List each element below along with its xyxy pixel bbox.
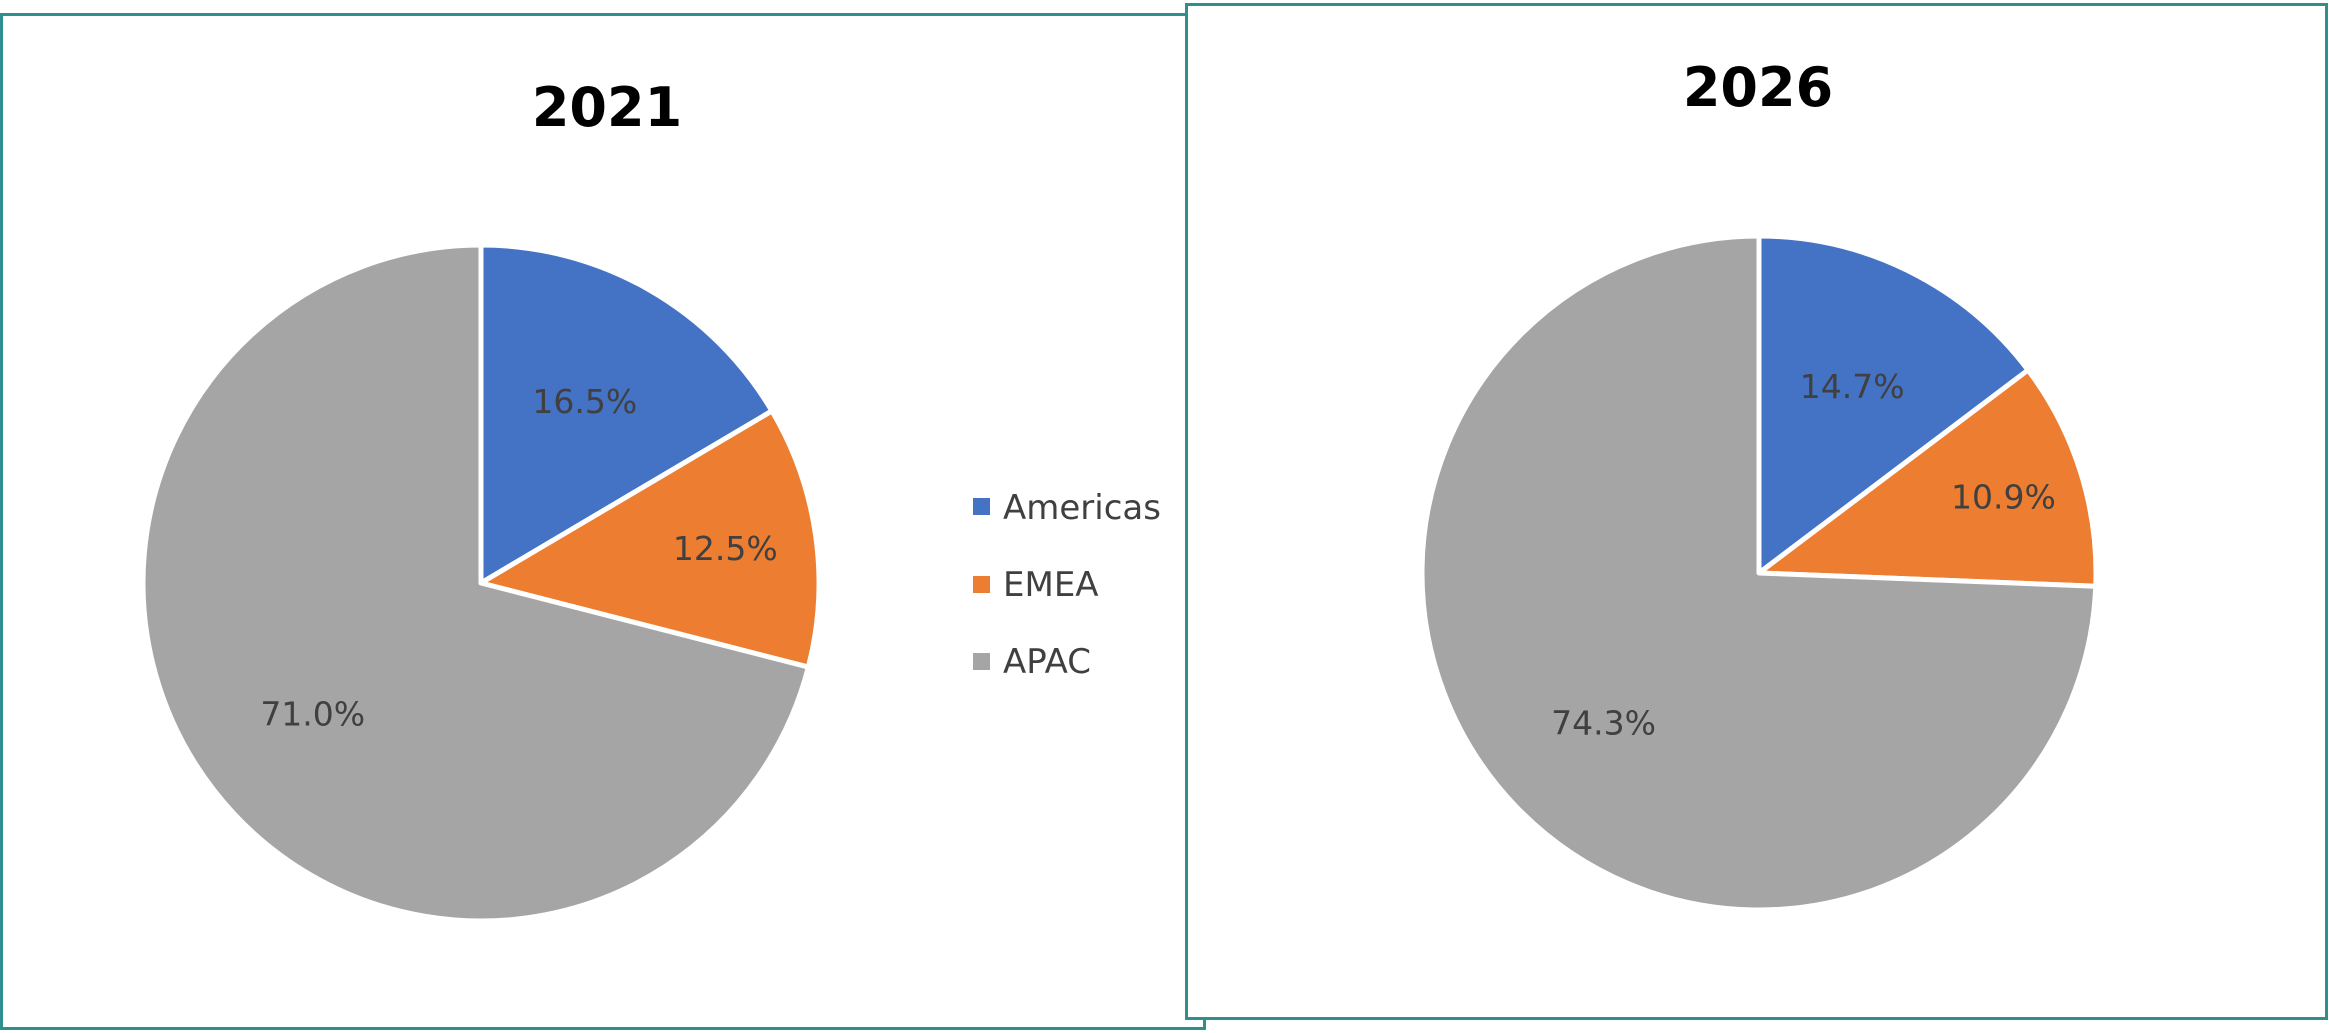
pie-slice-emea (1756, 367, 2099, 589)
chart-title: 2026 (1683, 56, 1833, 119)
legend-label-emea: EMEA (1003, 565, 1099, 605)
pie-slices (140, 242, 822, 924)
chart-panel-2021: 2021 16.5% 12.5% 71.0% Americas EMEA APAC (0, 13, 1206, 1030)
legend: Americas EMEA APAC (973, 488, 1161, 682)
pie-slice-americas (1756, 233, 2031, 576)
data-label-americas: 14.7% (1800, 367, 1905, 406)
data-label-americas: 16.5% (532, 382, 637, 421)
data-label-apac: 71.0% (260, 695, 365, 734)
pie-slice-apac (1419, 233, 2099, 913)
chart-panel-2026: 2026 14.7% 10.9% 74.3% (1185, 3, 2328, 1020)
legend-swatch-apac (973, 653, 990, 670)
chart-title: 2021 (532, 76, 682, 139)
data-labels: 16.5% 12.5% 71.0% (260, 382, 777, 734)
data-label-apac: 74.3% (1551, 703, 1656, 742)
legend-swatch-americas (973, 498, 990, 515)
legend-label-americas: Americas (1003, 488, 1161, 528)
legend-swatch-emea (973, 576, 990, 593)
pie-chart-2021: 2021 16.5% 12.5% 71.0% Americas EMEA APAC (140, 76, 1161, 924)
data-labels: 14.7% 10.9% 74.3% (1551, 367, 2056, 742)
pie-slice-americas (478, 242, 775, 586)
pie-chart-2026: 2026 14.7% 10.9% 74.3% (1419, 56, 2099, 913)
data-label-emea: 12.5% (673, 529, 778, 568)
legend-label-apac: APAC (1003, 642, 1091, 682)
pie-slice-apac (140, 242, 811, 924)
pie-slices (1419, 233, 2099, 913)
data-label-emea: 10.9% (1951, 477, 2056, 516)
